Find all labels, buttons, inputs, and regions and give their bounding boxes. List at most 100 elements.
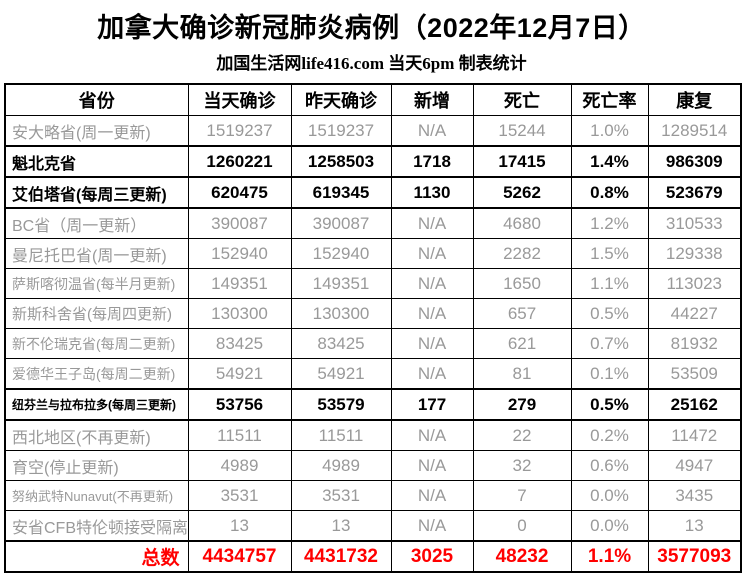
header-row: 省份 当天确诊 昨天确诊 新增 死亡 死亡率 康复 <box>4 83 742 116</box>
cell-death_rate: 0.2% <box>570 419 649 451</box>
cell-province: 安省CFB特伦顿接受隔离 <box>4 510 189 542</box>
cell-death_rate: 0.0% <box>570 510 649 542</box>
table-row: 纽芬兰与拉布拉多(每周三更新) 53756 53579 177 279 0.5% 25162 <box>4 388 742 421</box>
total-row: 总数 4434757 4431732 3025 48232 1.1% 3577093 <box>4 540 742 573</box>
cell-recovered: 310533 <box>647 207 742 239</box>
cell-new_cases: N/A <box>390 115 474 147</box>
column-header: 当天确诊 <box>187 83 292 116</box>
cell-yesterday: 53579 <box>290 388 392 421</box>
cell-death_rate: 1.1% <box>570 268 649 299</box>
cell-new_cases: N/A <box>390 419 474 451</box>
cell-deaths: 0 <box>472 510 572 542</box>
cell-province: 萨斯喀彻温省(每半月更新) <box>4 268 189 299</box>
total-deaths: 48232 <box>472 540 572 573</box>
cell-yesterday: 390087 <box>290 207 392 239</box>
cell-today: 11511 <box>187 419 292 451</box>
cell-yesterday: 3531 <box>290 480 392 511</box>
cell-death_rate: 1.2% <box>570 207 649 239</box>
cell-new_cases: 1130 <box>390 176 474 209</box>
cell-today: 53756 <box>187 388 292 421</box>
cell-yesterday: 130300 <box>290 298 392 329</box>
cell-recovered: 4947 <box>647 450 742 481</box>
cell-death_rate: 0.8% <box>570 176 649 209</box>
cell-province: 西北地区(不再更新) <box>4 419 189 451</box>
cell-province: 爱德华王子岛(每周二更新) <box>4 358 189 390</box>
cell-yesterday: 1258503 <box>290 145 392 178</box>
table-row: 爱德华王子岛(每周二更新) 54921 54921 N/A 81 0.1% 53509 <box>4 358 742 390</box>
cell-deaths: 2282 <box>472 238 572 269</box>
table-row: 曼尼托巴省(周一更新) 152940 152940 N/A 2282 1.5% 129338 <box>4 238 742 269</box>
table-row: 新不伦瑞克省(每周二更新) 83425 83425 N/A 621 0.7% 81932 <box>4 328 742 359</box>
total-label: 总数 <box>4 540 189 573</box>
cell-recovered: 13 <box>647 510 742 542</box>
cell-recovered: 1289514 <box>647 115 742 147</box>
cell-deaths: 657 <box>472 298 572 329</box>
column-header: 死亡 <box>472 83 572 116</box>
total-new_cases: 3025 <box>390 540 474 573</box>
total-today: 4434757 <box>187 540 292 573</box>
cell-recovered: 986309 <box>647 145 742 178</box>
cell-deaths: 15244 <box>472 115 572 147</box>
cell-today: 149351 <box>187 268 292 299</box>
cell-death_rate: 0.7% <box>570 328 649 359</box>
cell-recovered: 3435 <box>647 480 742 511</box>
table-row: 艾伯塔省(每周三更新) 620475 619345 1130 5262 0.8% 52367… <box>4 176 742 209</box>
covid-stats-table: 省份 当天确诊 昨天确诊 新增 死亡 死亡率 康复 安大略省(周一更新) 1519237 151… <box>4 83 742 573</box>
cell-new_cases: 1718 <box>390 145 474 178</box>
table-row: 萨斯喀彻温省(每半月更新) 149351 149351 N/A 1650 1.1% 1130… <box>4 268 742 299</box>
cell-death_rate: 0.1% <box>570 358 649 390</box>
cell-death_rate: 0.6% <box>570 450 649 481</box>
column-header: 康复 <box>647 83 742 116</box>
column-header: 新增 <box>390 83 474 116</box>
cell-deaths: 5262 <box>472 176 572 209</box>
cell-deaths: 17415 <box>472 145 572 178</box>
cell-province: BC省（周一更新） <box>4 207 189 239</box>
cell-province: 新不伦瑞克省(每周二更新) <box>4 328 189 359</box>
table-row: 努纳武特Nunavut(不再更新) 3531 3531 N/A 7 0.0% 3435 <box>4 480 742 511</box>
cell-deaths: 32 <box>472 450 572 481</box>
cell-deaths: 22 <box>472 419 572 451</box>
cell-province: 魁北克省 <box>4 145 189 178</box>
cell-new_cases: N/A <box>390 207 474 239</box>
cell-province: 纽芬兰与拉布拉多(每周三更新) <box>4 388 189 421</box>
cell-yesterday: 11511 <box>290 419 392 451</box>
cell-province: 安大略省(周一更新) <box>4 115 189 147</box>
cell-deaths: 81 <box>472 358 572 390</box>
cell-today: 152940 <box>187 238 292 269</box>
cell-new_cases: N/A <box>390 510 474 542</box>
cell-recovered: 129338 <box>647 238 742 269</box>
cell-today: 620475 <box>187 176 292 209</box>
cell-today: 4989 <box>187 450 292 481</box>
column-header: 死亡率 <box>570 83 649 116</box>
cell-yesterday: 152940 <box>290 238 392 269</box>
cell-recovered: 11472 <box>647 419 742 451</box>
cell-today: 130300 <box>187 298 292 329</box>
cell-new_cases: 177 <box>390 388 474 421</box>
page-subtitle: 加国生活网life416.com 当天6pm 制表统计 <box>216 54 527 73</box>
cell-yesterday: 149351 <box>290 268 392 299</box>
cell-yesterday: 13 <box>290 510 392 542</box>
total-death_rate: 1.1% <box>570 540 649 573</box>
cell-new_cases: N/A <box>390 358 474 390</box>
cell-deaths: 7 <box>472 480 572 511</box>
covid-stats-page: 加拿大确诊新冠肺炎病例（2022年12月7日） 加国生活网life416.com… <box>0 6 743 573</box>
table-row: BC省（周一更新） 390087 390087 N/A 4680 1.2% 310533 <box>4 207 742 239</box>
table-row: 安大略省(周一更新) 1519237 1519237 N/A 15244 1.0% 1289… <box>4 115 742 147</box>
table-row: 安省CFB特伦顿接受隔离 13 13 N/A 0 0.0% 13 <box>4 510 742 542</box>
cell-death_rate: 0.5% <box>570 388 649 421</box>
cell-yesterday: 54921 <box>290 358 392 390</box>
cell-today: 1260221 <box>187 145 292 178</box>
cell-today: 83425 <box>187 328 292 359</box>
cell-death_rate: 0.0% <box>570 480 649 511</box>
cell-yesterday: 83425 <box>290 328 392 359</box>
cell-recovered: 81932 <box>647 328 742 359</box>
cell-yesterday: 1519237 <box>290 115 392 147</box>
cell-province: 努纳武特Nunavut(不再更新) <box>4 480 189 511</box>
cell-new_cases: N/A <box>390 238 474 269</box>
cell-recovered: 113023 <box>647 268 742 299</box>
table-body: 安大略省(周一更新) 1519237 1519237 N/A 15244 1.0% 1289… <box>4 115 742 573</box>
total-yesterday: 4431732 <box>290 540 392 573</box>
cell-new_cases: N/A <box>390 268 474 299</box>
cell-today: 1519237 <box>187 115 292 147</box>
cell-deaths: 279 <box>472 388 572 421</box>
